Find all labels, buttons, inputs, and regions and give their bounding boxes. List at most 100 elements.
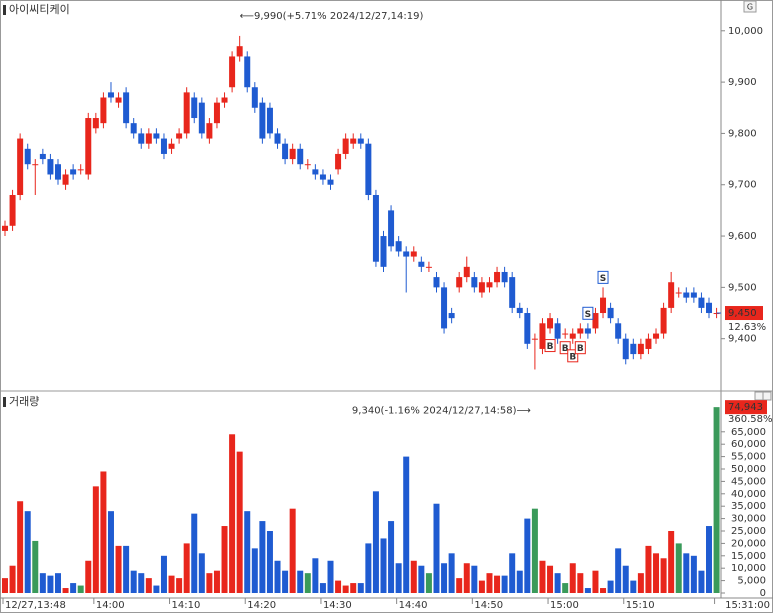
candle-body (39, 153, 46, 160)
candle-body (115, 97, 122, 103)
volume-bar (168, 575, 175, 593)
candle-body (456, 277, 463, 288)
candle-body (577, 328, 584, 334)
y-tick-label: 65,000 (731, 427, 766, 438)
volume-bar (675, 543, 682, 593)
candle-body (486, 282, 493, 288)
candle-body (592, 313, 599, 329)
candle-body (32, 164, 39, 166)
trade-mark-box (544, 339, 556, 353)
candle-body (176, 133, 183, 139)
trade-mark-box (567, 349, 579, 363)
trade-mark-box (597, 270, 609, 284)
candle-body (2, 225, 8, 231)
volume-bar (433, 503, 440, 593)
candle-body (554, 323, 561, 339)
candle-body (107, 92, 114, 98)
candle-body (509, 277, 516, 308)
candle-body (660, 307, 667, 334)
x-tick-label: 12/27,13:48 (5, 600, 66, 611)
volume-bar (100, 471, 107, 593)
candle-body (622, 338, 629, 360)
candle-body (244, 56, 251, 88)
candle-body (350, 138, 357, 144)
y-tick-label: 10,000 (728, 26, 763, 37)
candle-body (251, 87, 258, 108)
volume-bar (77, 585, 84, 593)
volume-bar (259, 521, 266, 593)
volume-bar (130, 570, 137, 593)
candle-body (153, 133, 160, 139)
candle-body (395, 241, 402, 252)
volume-bar (698, 570, 705, 593)
volume-bar (539, 560, 546, 593)
volume-bar (9, 565, 16, 593)
y-tick-label: 20,000 (731, 538, 766, 549)
close-button[interactable] (762, 391, 772, 401)
volume-bar (653, 553, 660, 593)
volume-bar (494, 575, 501, 593)
volume-bar (92, 486, 99, 593)
candle-body (668, 282, 675, 308)
volume-bar (622, 565, 629, 593)
last-price-box (725, 306, 763, 321)
volume-bar (70, 583, 77, 593)
candle-body (266, 107, 273, 134)
candle-body (524, 313, 531, 344)
candle-body (388, 210, 395, 247)
volume-bar (395, 563, 402, 593)
x-tick-label: 14:00 (96, 600, 125, 611)
y-tick-label: 60,000 (731, 439, 766, 450)
volume-bar (327, 560, 334, 593)
candle-body (683, 292, 690, 298)
y-tick-label: 50,000 (731, 464, 766, 475)
candle-body (637, 343, 644, 355)
trade-mark-box (574, 341, 586, 355)
y-tick-label: 10,000 (731, 563, 766, 574)
x-tick-label: 15:00 (550, 600, 579, 611)
y-tick-label: 0 (760, 588, 766, 599)
volume-bar (683, 553, 690, 593)
candle-body (441, 287, 448, 329)
candle-body (130, 123, 137, 134)
volume-bar (501, 575, 508, 593)
candle-body (690, 292, 697, 298)
candle-body (24, 148, 31, 165)
volume-bar (350, 583, 357, 593)
volume-bar (531, 508, 538, 593)
volume-bar (282, 570, 289, 593)
candle-body (92, 118, 99, 129)
volume-bar (160, 555, 167, 593)
volume-bar (516, 570, 523, 593)
volume-bar (554, 573, 561, 593)
y-tick-label: 5,000 (737, 576, 766, 587)
candle-body (501, 271, 508, 283)
y-tick-label: 25,000 (731, 526, 766, 537)
volume-bar (607, 580, 614, 593)
candle-body (9, 195, 16, 226)
candle-body (191, 97, 198, 119)
candle-body (85, 118, 92, 175)
volume-change-label: 360.58% (728, 414, 773, 425)
candle-body (62, 174, 69, 185)
candle-body (77, 169, 84, 171)
volume-bar (335, 580, 342, 593)
candle-body (403, 251, 410, 257)
volume-bar (289, 508, 296, 593)
volume-bar (471, 565, 478, 593)
volume-bar (615, 548, 622, 593)
volume-bar (410, 560, 417, 593)
volume-bar (229, 434, 236, 593)
volume-bar (456, 578, 463, 593)
volume-bar (206, 573, 213, 593)
candle-body (342, 138, 349, 154)
candle-body (198, 102, 205, 134)
candle-body (706, 302, 713, 314)
settings-button[interactable] (743, 0, 757, 13)
min-button[interactable] (754, 391, 764, 401)
volume-icon (3, 397, 6, 407)
volume-bar (690, 555, 697, 593)
candle-body (494, 271, 501, 283)
x-tick-label: 14:40 (399, 600, 428, 611)
volume-bar (24, 511, 31, 593)
